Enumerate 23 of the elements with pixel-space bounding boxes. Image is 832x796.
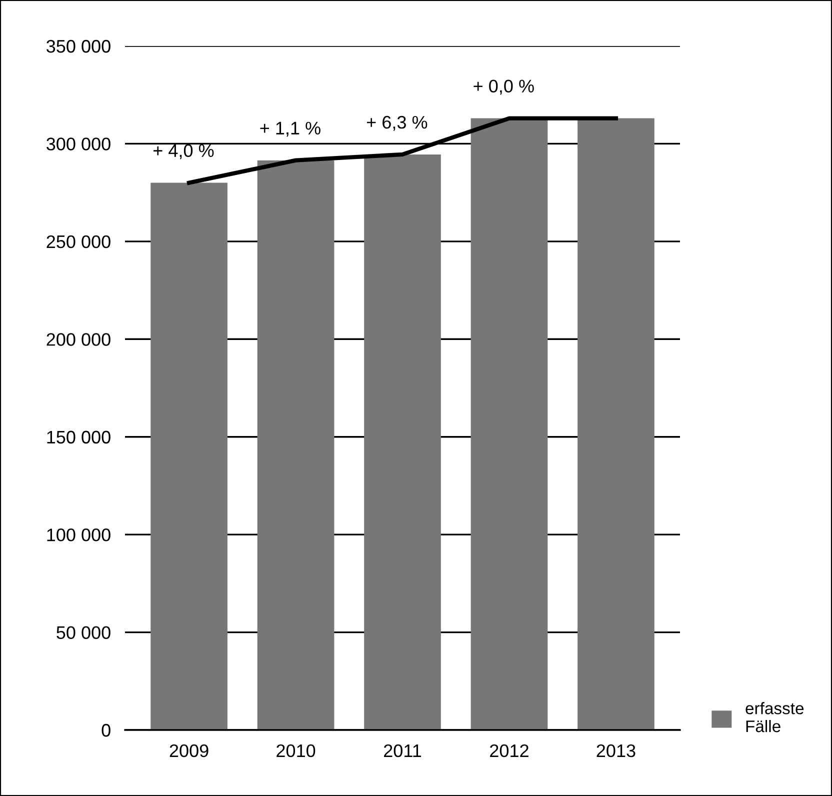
legend-label: erfasste Fälle bbox=[746, 702, 804, 732]
y-tick-label: 100 000 bbox=[47, 528, 110, 542]
bar bbox=[470, 118, 548, 730]
bar bbox=[257, 160, 334, 730]
annotation: + 6,3 % bbox=[366, 116, 428, 131]
y-tick-label: 350 000 bbox=[46, 40, 110, 53]
y-tick-label: 300 000 bbox=[46, 138, 110, 150]
bar bbox=[150, 182, 228, 730]
annotation: + 4,0 % bbox=[154, 144, 214, 160]
y-tick-label: 250 000 bbox=[46, 235, 110, 248]
x-tick-label: 2013 bbox=[596, 744, 636, 758]
bar bbox=[364, 154, 441, 730]
y-tick-label: 150 000 bbox=[47, 430, 110, 444]
bar bbox=[578, 118, 654, 730]
x-tick-label: 2011 bbox=[384, 744, 422, 758]
annotation: + 0,0 % bbox=[474, 80, 534, 95]
x-tick-label: 2012 bbox=[490, 744, 528, 758]
x-tick-label: 2010 bbox=[276, 744, 316, 758]
y-tick-label: 200 000 bbox=[46, 333, 110, 346]
y-tick-label: 50 000 bbox=[56, 626, 110, 640]
x-tick-label: 2009 bbox=[170, 744, 208, 758]
annotation: + 1,1 % bbox=[260, 122, 320, 137]
y-tick-label: 0 bbox=[102, 724, 110, 737]
